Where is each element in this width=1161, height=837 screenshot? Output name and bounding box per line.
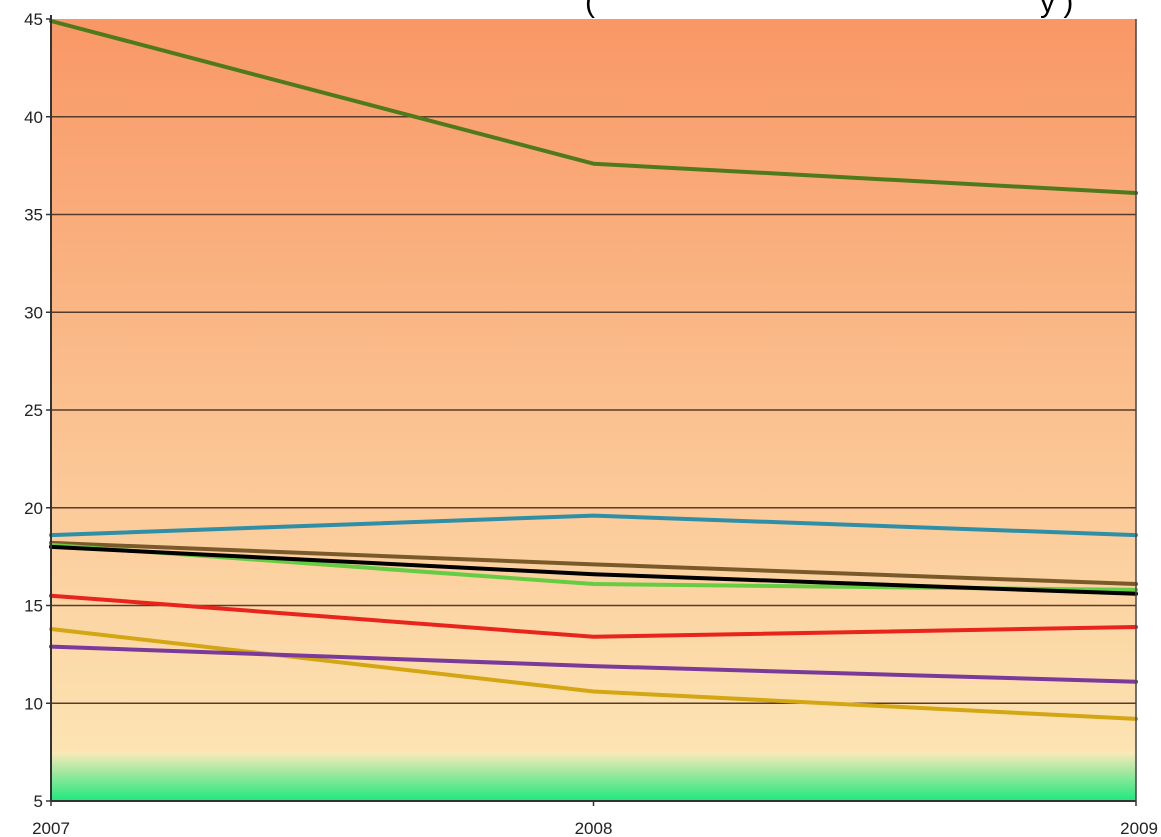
series-line-2	[49, 513, 1138, 538]
y-tick-label: 15	[24, 597, 43, 616]
x-tick-label: 2008	[575, 819, 613, 837]
series-line-7	[49, 627, 1138, 721]
y-tick-label: 45	[24, 10, 43, 29]
series-line-6	[49, 593, 1138, 639]
y-tick-label: 25	[24, 401, 43, 420]
y-tick-label: 20	[24, 499, 43, 518]
gridlines	[51, 115, 1136, 705]
series-line-1	[49, 19, 1138, 195]
y-tick-label: 10	[24, 694, 43, 713]
y-tick-label: 30	[24, 303, 43, 322]
series-line-3	[49, 540, 1138, 586]
series-line-5	[49, 544, 1138, 596]
y-tick-label: 40	[24, 108, 43, 127]
y-tick-label: 35	[24, 206, 43, 225]
x-tick-label: 2009	[1120, 819, 1158, 837]
chart-title-fragment-end: y )	[1040, 0, 1073, 19]
series-layer	[49, 19, 1138, 721]
green-band	[51, 752, 1136, 801]
chart-title-fragment: (	[585, 0, 595, 19]
x-tick-label: 2007	[32, 819, 70, 837]
y-axis-ticks: 5 10 15 20 25 30 35 40 45	[24, 10, 51, 811]
x-axis-ticks: 2007 2008 2009	[32, 801, 1158, 837]
series-line-8	[49, 644, 1138, 684]
y-tick-label: 5	[34, 792, 43, 811]
